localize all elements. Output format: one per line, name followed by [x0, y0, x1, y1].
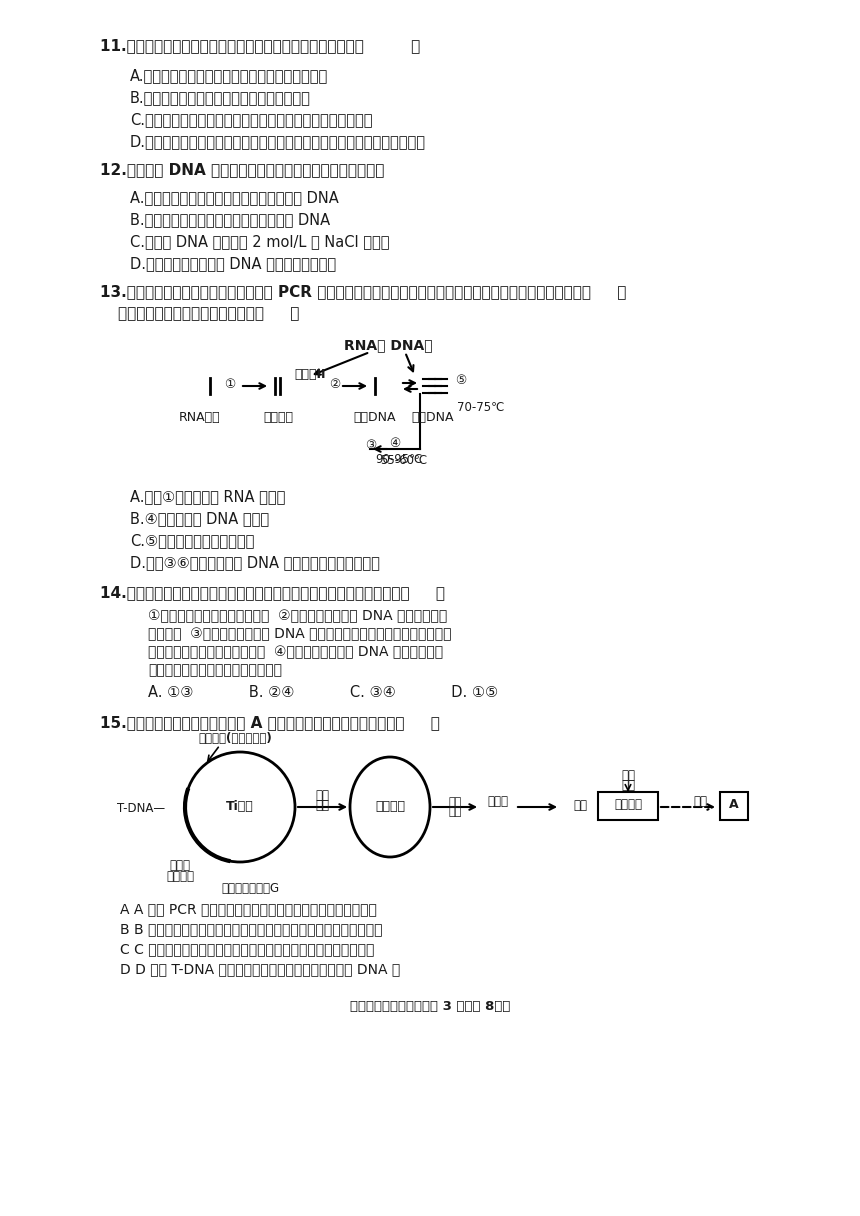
- Text: 诱导: 诱导: [621, 779, 635, 792]
- Text: ①将毒素蛋白注射到棉受精卵中  ②将编码毒素蛋白的 DNA 序列注射到棉: ①将毒素蛋白注射到棉受精卵中 ②将编码毒素蛋白的 DNA 序列注射到棉: [148, 609, 447, 623]
- Text: D.使用二苯胺试剂鉴定 DNA 时需要汸水浴加热: D.使用二苯胺试剂鉴定 DNA 时需要汸水浴加热: [130, 257, 336, 271]
- Text: RNA链 DNA链: RNA链 DNA链: [344, 338, 433, 351]
- Text: 双链DNA: 双链DNA: [412, 411, 454, 424]
- Text: A: A: [729, 799, 739, 811]
- Text: D.催化③⑥过程的酶都是 DNA 聚合酶，都必须能耐高温: D.催化③⑥过程的酶都是 DNA 聚合酶，都必须能耐高温: [130, 554, 380, 570]
- Text: 90-95℃: 90-95℃: [375, 454, 422, 466]
- Text: RNA单链: RNA单链: [179, 411, 221, 424]
- Text: D.胚胎移植是胚胎工程最后一道工序，能充分发挥雌性优良个体的繁殖潜力: D.胚胎移植是胚胎工程最后一道工序，能充分发挥雌性优良个体的繁殖潜力: [130, 134, 426, 150]
- Text: 核酸酶II: 核酸酶II: [294, 368, 326, 381]
- Text: C.⑤过程需要两个相同的引物: C.⑤过程需要两个相同的引物: [130, 533, 255, 548]
- Text: 12.下列关于 DNA 粗提取与鉴定实验的叙述，不正确的是（）: 12.下列关于 DNA 粗提取与鉴定实验的叙述，不正确的是（）: [100, 162, 384, 178]
- Text: 幼胚: 幼胚: [621, 769, 635, 782]
- Text: 70-75℃: 70-75℃: [457, 401, 504, 413]
- Text: B.加入预冷的酒精溶液后析出的丝状物是 DNA: B.加入预冷的酒精溶液后析出的丝状物是 DNA: [130, 212, 330, 227]
- Text: 农杆菌: 农杆菌: [488, 795, 508, 807]
- Text: 转化: 转化: [573, 799, 587, 812]
- Text: ②: ②: [329, 378, 341, 392]
- Text: B B 为防止酶切产物自身环化，构建表达载体需用两种不同的限制酶: B B 为防止酶切产物自身环化，构建表达载体需用两种不同的限制酶: [120, 922, 383, 936]
- Text: 示。据图分析，下列说法正确的是（     ）: 示。据图分析，下列说法正确的是（ ）: [118, 306, 299, 321]
- Text: 15.图为获得抗除草剂转基因玉米 A 的技术路线，相关叙述错误的是（     ）: 15.图为获得抗除草剂转基因玉米 A 的技术路线，相关叙述错误的是（ ）: [100, 715, 439, 730]
- Text: 筛选: 筛选: [448, 807, 462, 817]
- Text: 愈伤组织: 愈伤组织: [614, 799, 642, 811]
- Text: 筛选: 筛选: [693, 795, 707, 807]
- Text: 转化: 转化: [315, 789, 329, 803]
- Text: 13.通过反转录过程获得目的基因并利用 PCR 技术扩增目的基因的过程如图所示。据图分析，下列说法正确的是（     ）: 13.通过反转录过程获得目的基因并利用 PCR 技术扩增目的基因的过程如图所示。…: [100, 285, 626, 299]
- Text: 11.下列关于哺乳动物胚胎发育和胚胎工程的叙述，正确的是（         ）: 11.下列关于哺乳动物胚胎发育和胚胎工程的叙述，正确的是（ ）: [100, 38, 421, 54]
- Text: B.④过程不需要 DNA 解旋酶: B.④过程不需要 DNA 解旋酶: [130, 511, 269, 527]
- Text: 报告基因(含有内含子): 报告基因(含有内含子): [198, 732, 272, 745]
- Text: T-DNA—: T-DNA—: [117, 803, 165, 815]
- Text: C.胚胎干细胞具有细胞核大、核仁小和蛋白质合成旺盛等特点: C.胚胎干细胞具有细胞核大、核仁小和蛋白质合成旺盛等特点: [130, 112, 372, 126]
- Text: 染棉花体细胞，再进行组织培养  ④将编码毒素蛋白的 DNA 序列与质粒重: 染棉花体细胞，再进行组织培养 ④将编码毒素蛋白的 DNA 序列与质粒重: [148, 644, 443, 659]
- Text: 表达载体: 表达载体: [375, 800, 405, 814]
- Text: C C 检测是否转化成功，需要依次利用报告基因和抗生素抗性基因: C C 检测是否转化成功，需要依次利用报告基因和抗生素抗性基因: [120, 942, 374, 956]
- Text: A.催化①过程的酶是 RNA 聚合酶: A.催化①过程的酶是 RNA 聚合酶: [130, 489, 286, 503]
- Text: 受精卵中  ③将编码毒素蛋白的 DNA 序列与质粒重组导入细菌，用该细菌感: 受精卵中 ③将编码毒素蛋白的 DNA 序列与质粒重组导入细菌，用该细菌感: [148, 627, 452, 641]
- Text: 55-60℃: 55-60℃: [380, 454, 427, 467]
- Text: C.提取的 DNA 可溶解在 2 mol/L 的 NaCl 溶液中: C.提取的 DNA 可溶解在 2 mol/L 的 NaCl 溶液中: [130, 233, 390, 249]
- Text: Ti质粒: Ti质粒: [226, 800, 254, 814]
- Text: B.胚胎分割时需将原肠胚的内细胞团均等分割: B.胚胎分割时需将原肠胚的内细胞团均等分割: [130, 90, 310, 105]
- Text: A.可选择香蕉、菜花、猪血等新鲜材料提取 DNA: A.可选择香蕉、菜花、猪血等新鲜材料提取 DNA: [130, 190, 339, 206]
- Text: A. ①③            B. ②④            C. ③④            D. ①⑤: A. ①③ B. ②④ C. ③④ D. ①⑤: [148, 685, 498, 700]
- Text: 筛选: 筛选: [315, 799, 329, 812]
- Text: D D 利用 T-DNA 可以将目的基因插入到玉米的染色体 DNA 上: D D 利用 T-DNA 可以将目的基因插入到玉米的染色体 DNA 上: [120, 962, 400, 976]
- Text: ①: ①: [224, 378, 236, 392]
- Text: A.卵裂期胚胎中细胞数目和有机物总量在不断增加: A.卵裂期胚胎中细胞数目和有机物总量在不断增加: [130, 68, 329, 83]
- Text: 高二年级（生物学科）第 3 页（共 8页）: 高二年级（生物学科）第 3 页（共 8页）: [350, 1000, 510, 1013]
- Text: 组，注射到棉花子房，并进入受精卵: 组，注射到棉花子房，并进入受精卵: [148, 663, 282, 677]
- Text: 抗生素: 抗生素: [169, 858, 191, 872]
- Text: ③: ③: [365, 439, 377, 452]
- Text: ④: ④: [390, 437, 401, 450]
- Text: ⑤: ⑤: [455, 375, 466, 387]
- Text: A A 采用 PCR 扩增目的基因时，设计的引物间要避免形成氢键: A A 采用 PCR 扩增目的基因时，设计的引物间要避免形成氢键: [120, 902, 377, 916]
- Text: 抗性基因: 抗性基因: [166, 869, 194, 883]
- Text: 杂交双链: 杂交双链: [263, 411, 293, 424]
- Text: 转化: 转化: [448, 796, 462, 807]
- Text: 14.采用基因工程的方法培养抗虫棉，下列导入目的基因的做法正确的是（     ）: 14.采用基因工程的方法培养抗虫棉，下列导入目的基因的做法正确的是（ ）: [100, 585, 445, 599]
- Text: 除草剂抗性基因G: 除草剂抗性基因G: [221, 882, 279, 895]
- Text: 单链DNA: 单链DNA: [353, 411, 396, 424]
